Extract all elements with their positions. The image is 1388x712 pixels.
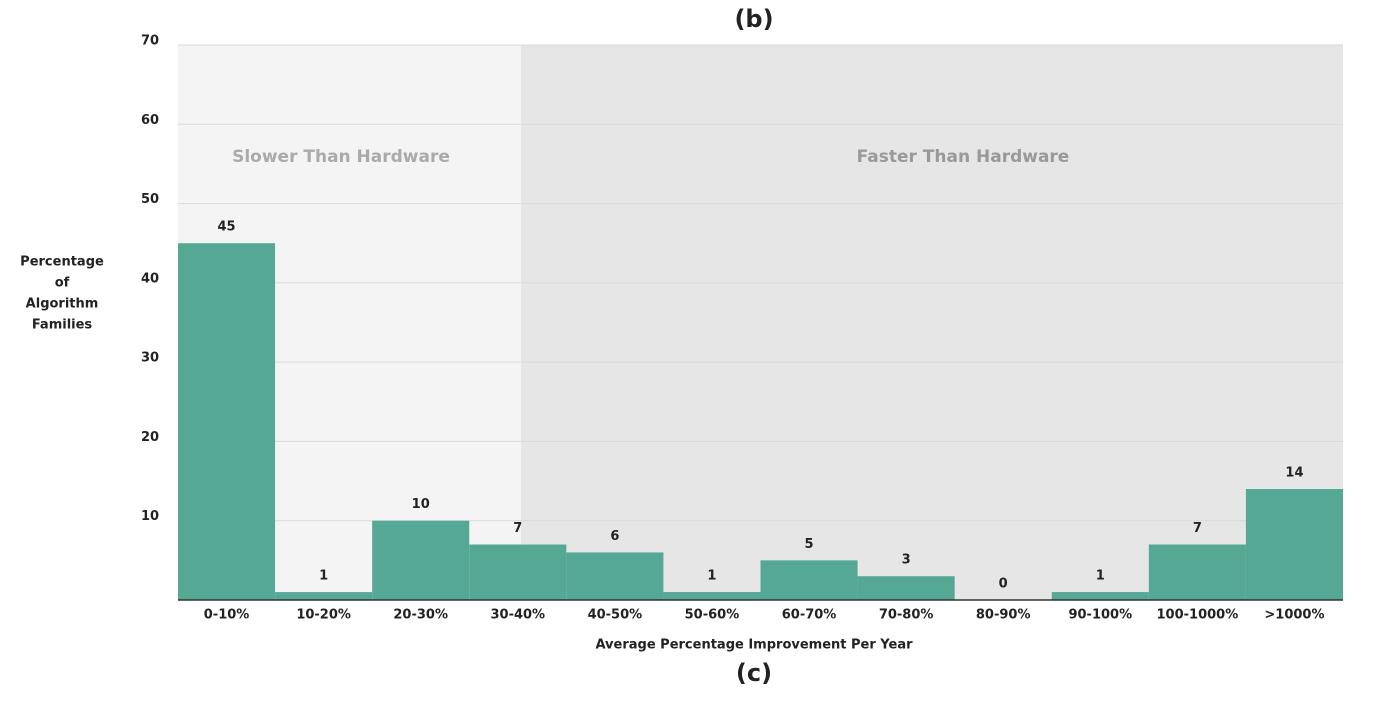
bar (566, 552, 664, 600)
x-axis-label: Average Percentage Improvement Per Year (595, 638, 913, 653)
region-label: Faster Than Hardware (857, 147, 1070, 167)
bar (372, 520, 470, 600)
bar (760, 560, 858, 600)
value-label: 45 (217, 220, 235, 235)
bar (1051, 592, 1149, 600)
bar (275, 592, 373, 600)
x-tick-label: 80-90% (976, 608, 1031, 623)
chart-title: (b) (734, 5, 773, 33)
bar (663, 592, 761, 600)
value-label: 3 (902, 553, 911, 568)
faster-region (521, 45, 1343, 600)
value-label: 0 (999, 577, 1008, 592)
value-label: 1 (319, 569, 328, 584)
x-tick-label: 60-70% (782, 608, 837, 623)
value-label: 7 (1193, 521, 1202, 536)
x-tick-label: 10-20% (296, 608, 351, 623)
y-axis-label: Percentage (20, 255, 104, 270)
y-tick-label: 60 (141, 113, 159, 128)
y-tick-label: 70 (141, 34, 159, 49)
value-label: 6 (610, 529, 619, 544)
bar (469, 544, 567, 600)
x-tick-label: 90-100% (1068, 608, 1132, 623)
x-tick-label: 0-10% (204, 608, 250, 623)
y-tick-label: 40 (141, 271, 159, 286)
y-axis-label: Families (32, 318, 93, 333)
x-tick-label: 40-50% (588, 608, 643, 623)
x-tick-label: >1000% (1264, 608, 1324, 623)
value-label: 14 (1285, 466, 1303, 481)
x-tick-label: 50-60% (685, 608, 740, 623)
value-label: 1 (707, 569, 716, 584)
value-label: 5 (805, 537, 814, 552)
bar (857, 576, 955, 600)
value-label: 1 (1096, 569, 1105, 584)
y-axis-label: Algorithm (26, 297, 99, 312)
x-tick-label: 70-80% (879, 608, 934, 623)
x-tick-label: 20-30% (393, 608, 448, 623)
y-tick-label: 30 (141, 351, 159, 366)
y-tick-label: 10 (141, 509, 159, 524)
region-label: Slower Than Hardware (232, 147, 450, 167)
bar (1245, 489, 1343, 600)
y-axis-label: of (55, 276, 70, 291)
x-tick-label: 100-1000% (1157, 608, 1239, 623)
value-label: 7 (513, 521, 522, 536)
y-tick-label: 50 (141, 192, 159, 207)
value-label: 10 (412, 497, 430, 512)
y-tick-label: 20 (141, 430, 159, 445)
bar (178, 243, 276, 600)
x-tick-label: 30-40% (490, 608, 545, 623)
bar (1148, 544, 1246, 600)
caption: (c) (736, 659, 772, 687)
